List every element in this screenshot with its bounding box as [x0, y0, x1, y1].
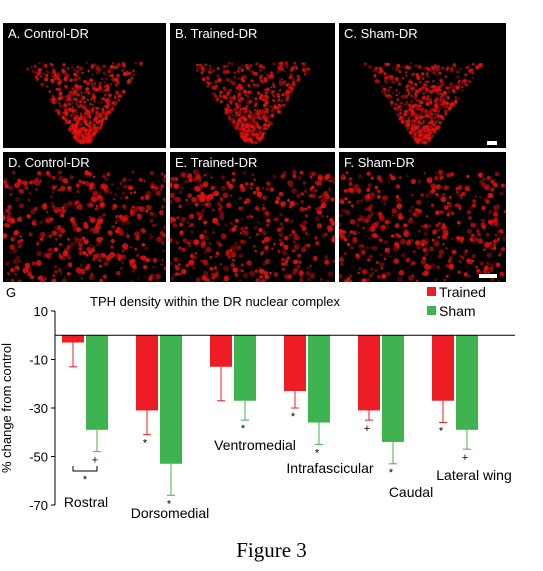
stain-pattern	[195, 61, 311, 145]
stain-pattern	[339, 169, 506, 282]
significance-marker: *	[241, 423, 246, 435]
legend-label-trained: Trained	[439, 284, 486, 300]
category-label: Intrafascicular	[286, 460, 373, 476]
bar-trained	[284, 335, 306, 392]
panel-label-c: C. Sham-DR	[344, 26, 418, 41]
figure-caption: Figure 3	[236, 538, 307, 562]
significance-marker: +	[92, 455, 98, 467]
category-label: Caudal	[389, 484, 433, 500]
y-tick-label: -70	[29, 498, 48, 513]
panel-label-d: D. Control-DR	[8, 155, 90, 170]
bar-sham	[382, 335, 404, 442]
scale-bar	[479, 274, 497, 278]
panel-label-b: B. Trained-DR	[175, 26, 258, 41]
bracket-marker: *	[83, 474, 88, 486]
legend-label-sham: Sham	[439, 303, 476, 319]
micrograph-panel-e: E. Trained-DR	[170, 152, 335, 282]
category-label: Lateral wing	[436, 467, 512, 483]
significance-marker: +	[364, 423, 370, 435]
bar-trained	[62, 335, 84, 343]
panel-label-f: F. Sham-DR	[344, 155, 415, 170]
bar-trained	[432, 335, 454, 401]
comparison-bracket	[72, 466, 98, 472]
micrograph-panel-f: F. Sham-DR	[339, 152, 506, 282]
y-tick-label: -10	[29, 353, 48, 368]
y-tick-label: 10	[34, 304, 48, 319]
panel-label-a: A. Control-DR	[8, 26, 89, 41]
chart-title: TPH density within the DR nuclear comple…	[90, 294, 340, 309]
category-label: Rostral	[64, 494, 108, 510]
legend-swatch-trained	[427, 287, 436, 296]
bar-trained	[136, 335, 158, 411]
bar-sham	[456, 335, 478, 430]
category-label: Dorsomedial	[131, 505, 210, 521]
legend-swatch-sham	[427, 306, 436, 315]
bar-sham	[160, 335, 182, 464]
significance-marker: +	[462, 452, 468, 464]
scale-bar	[487, 141, 497, 145]
bar-sham	[234, 335, 256, 401]
micrograph-panel-c: C. Sham-DR	[339, 23, 506, 148]
stain-pattern	[26, 61, 143, 145]
bar-chart: G TPH density within the DR nuclear compl…	[0, 284, 515, 521]
category-label: Ventromedial	[214, 437, 296, 453]
y-axis-label: % change from control	[0, 343, 14, 473]
micrograph-panel-d: D. Control-DR	[3, 152, 166, 282]
stain-pattern	[170, 169, 335, 282]
significance-marker: *	[439, 426, 444, 438]
significance-marker: *	[167, 498, 172, 510]
micrograph-panel-b: B. Trained-DR	[170, 23, 335, 148]
bar-trained	[210, 335, 232, 367]
bar-trained	[358, 335, 380, 411]
stain-pattern	[363, 62, 484, 145]
significance-marker: *	[291, 411, 296, 423]
y-tick-label: -30	[29, 401, 48, 416]
panel-label-e: E. Trained-DR	[175, 155, 258, 170]
bar-sham	[308, 335, 330, 423]
y-tick-label: -50	[29, 450, 48, 465]
panel-label-g: G	[6, 285, 16, 300]
significance-marker: *	[143, 438, 148, 450]
stain-pattern	[3, 170, 166, 282]
micrograph-panel-a: A. Control-DR	[3, 23, 166, 148]
bar-sham	[86, 335, 108, 430]
significance-marker: *	[315, 447, 320, 459]
significance-marker: *	[389, 467, 394, 479]
